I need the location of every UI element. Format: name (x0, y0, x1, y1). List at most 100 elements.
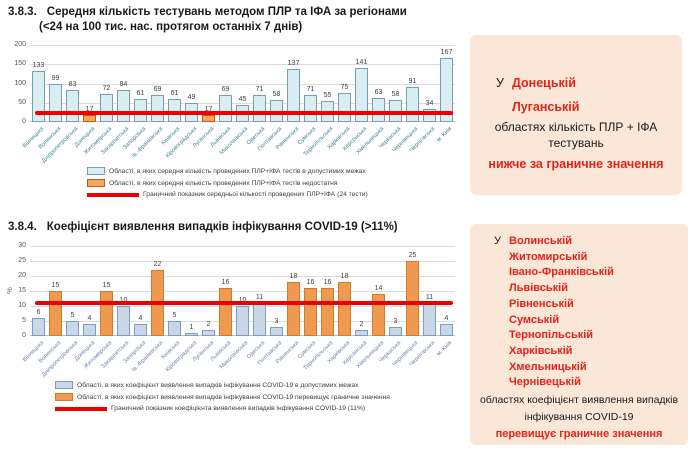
legend-box-swatch (87, 167, 105, 175)
legend-label: Області, в яких коефіцієнт виявлення вип… (77, 393, 390, 401)
legend-line-swatch (87, 192, 139, 197)
gridline (30, 102, 455, 104)
bar (49, 83, 62, 122)
legend-box-swatch (87, 179, 105, 187)
panel-region-line: УЛуганській (496, 95, 682, 119)
bar-value-label: 3 (274, 318, 279, 325)
legend-row: Області, в яких середня кількість провед… (87, 179, 368, 187)
bar-value-label: 16 (221, 279, 230, 286)
gridline (30, 291, 455, 292)
bar (338, 93, 351, 122)
panel-region-line: У Волинській (494, 234, 688, 250)
y-axis-tick-label: 5 (22, 317, 26, 324)
panel-region-name: Сумській (509, 313, 560, 326)
bar (202, 330, 215, 336)
bar-value-label: 55 (323, 91, 332, 99)
panel-prefix: У (494, 235, 501, 247)
bar-value-label: 18 (289, 273, 298, 280)
y-axis-tick-label: 200 (14, 41, 26, 48)
y-axis-tick-label: 150 (14, 60, 26, 68)
bar (389, 327, 402, 336)
bar-value-label: 71 (255, 85, 264, 93)
bar (202, 115, 215, 122)
bar (117, 306, 130, 336)
y-axis-tick-label: 0 (22, 118, 26, 125)
y-axis-tick-label: 100 (14, 79, 26, 87)
bar-value-label: 2 (359, 321, 364, 328)
bar (304, 94, 317, 122)
bar (372, 97, 385, 122)
bar-value-label: 17 (204, 106, 213, 114)
bar-value-label: 11 (255, 294, 264, 301)
bar (168, 321, 181, 336)
legend-label: Області, в яких коефіцієнт виявлення вип… (77, 381, 359, 389)
testing-summary-panel: У Донецькій УЛуганськійобластях кількість … (470, 35, 682, 195)
panel-body-line: областях кількість ПЛР + ІФА (494, 120, 658, 134)
testing-bar-chart: 0 50 100 150 200 133 Вінницька 99 Волинська 83 Дні… (14, 41, 455, 164)
bar-value-label: 10 (108, 297, 139, 304)
panel-region-name: Волинській (509, 235, 572, 247)
panel-region-name: Тернопільській (509, 329, 594, 342)
bar-value-label: 17 (85, 106, 94, 114)
panel-body-line: тестувань (548, 136, 604, 150)
gridline (30, 246, 455, 247)
gridline (30, 83, 455, 85)
section-detection-title: 3.8.4. Коефіцієнт виявлення випадків інф… (8, 221, 398, 233)
bar (66, 321, 79, 336)
panel-highlight: нижче за граничне значення (488, 157, 664, 171)
section-testing-number: 3.8.3. (8, 6, 37, 18)
bar-value-label: 49 (187, 94, 196, 102)
bar-value-label: 69 (221, 86, 230, 94)
section-testing-subtitle: (<24 на 100 тис. нас. протягом останніх … (39, 21, 303, 33)
bar-value-label: 63 (374, 88, 383, 96)
bar-value-label: 2 (206, 321, 211, 328)
bar-value-label: 45 (238, 95, 247, 103)
bar-value-label: 71 (306, 85, 315, 93)
bar (83, 115, 96, 122)
bar-value-label: 3 (393, 318, 398, 325)
detection-summary-panel: У Волинській УЖитомирськійУІвано-Франківсь… (470, 224, 688, 445)
bar (270, 327, 283, 336)
legend-row: Області, в яких середня кількість провед… (87, 167, 368, 175)
bar (168, 98, 181, 122)
bar (287, 69, 300, 122)
bar-value-label: 1 (189, 324, 194, 331)
bar-value-label: 61 (170, 89, 179, 97)
legend-row: Граничний показник середньої кількості п… (87, 191, 368, 198)
legend-box-swatch (55, 381, 73, 389)
gridline (30, 64, 455, 66)
bar-value-label: 141 (355, 58, 368, 66)
bar-value-label: 6 (36, 309, 41, 316)
bar-value-label: 72 (102, 85, 111, 93)
bar-value-label: 22 (153, 261, 162, 268)
bar (151, 95, 164, 122)
gridline (30, 261, 455, 262)
detection-bar-chart: 0 5 10 15 20 25 30% 6 Вінницька 15 Волинська 5 Дніпр… (5, 242, 455, 378)
panel-region-name: Хмельницькій (509, 360, 587, 373)
legend-row: Області, в яких коефіцієнт виявлення вип… (55, 381, 390, 389)
y-axis-tick-label: 15 (18, 287, 26, 294)
bar-value-label: 91 (408, 77, 417, 85)
panel-region-line: УСумській (494, 313, 688, 329)
bar (100, 94, 113, 122)
panel-region-name: Житомирській (509, 250, 588, 263)
bar-value-label: 18 (340, 273, 349, 280)
bar (236, 306, 249, 336)
threshold-line (35, 301, 453, 305)
legend-row: Граничний показник коефіцієнта виявлення… (55, 405, 390, 412)
y-axis-tick-label: 20 (18, 272, 26, 279)
bar (32, 318, 45, 336)
gridline (30, 276, 455, 277)
panel-region-name: Донецькій (511, 76, 576, 90)
bar-value-label: 25 (408, 252, 417, 259)
legend-label: Області, в яких середня кількість провед… (109, 179, 338, 187)
legend-box-swatch (55, 393, 73, 401)
bar (406, 261, 419, 336)
bar (83, 324, 96, 336)
panel-region-name: Івано-Франківській (509, 266, 614, 279)
threshold-line (35, 110, 453, 115)
panel-region-name: Львівській (509, 282, 568, 295)
bar-value-label: 61 (136, 89, 145, 97)
bar (134, 98, 147, 122)
